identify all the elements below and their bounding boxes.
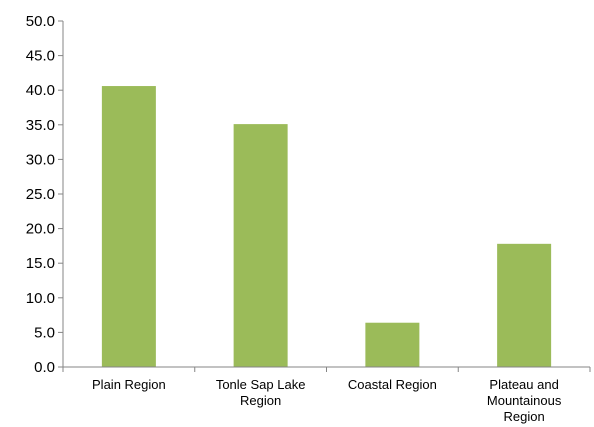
bar [365, 322, 420, 367]
bar [233, 124, 288, 367]
y-tick-label: 10.0 [26, 290, 55, 307]
y-tick-label: 15.0 [26, 255, 55, 272]
x-axis-labels: Plain Region Tonle Sap Lake Region Coastal … [62, 367, 591, 424]
y-tick-label: 45.0 [26, 48, 55, 65]
y-axis-ticks: 0.0 5.0 10.0 15.0 20.0 25.0 30.0 35.0 40.0 45.0 50… [26, 13, 63, 376]
bar [101, 86, 156, 367]
x-category-label: Plain Region [92, 377, 166, 392]
y-tick-label: 0.0 [34, 359, 55, 376]
y-tick-label: 50.0 [26, 13, 55, 30]
bar [497, 243, 552, 367]
x-category-label: Tonle Sap Lake Region [216, 377, 306, 408]
y-tick-label: 5.0 [34, 324, 55, 341]
y-tick-label: 40.0 [26, 82, 55, 99]
y-tick-label: 30.0 [26, 151, 55, 168]
x-category-label: Plateau and Mountainous Region [487, 377, 562, 424]
y-tick-label: 20.0 [26, 221, 55, 238]
y-tick-label: 35.0 [26, 117, 55, 134]
bars [101, 86, 552, 367]
y-tick-label: 25.0 [26, 186, 55, 203]
x-category-label: Coastal Region [348, 377, 437, 392]
